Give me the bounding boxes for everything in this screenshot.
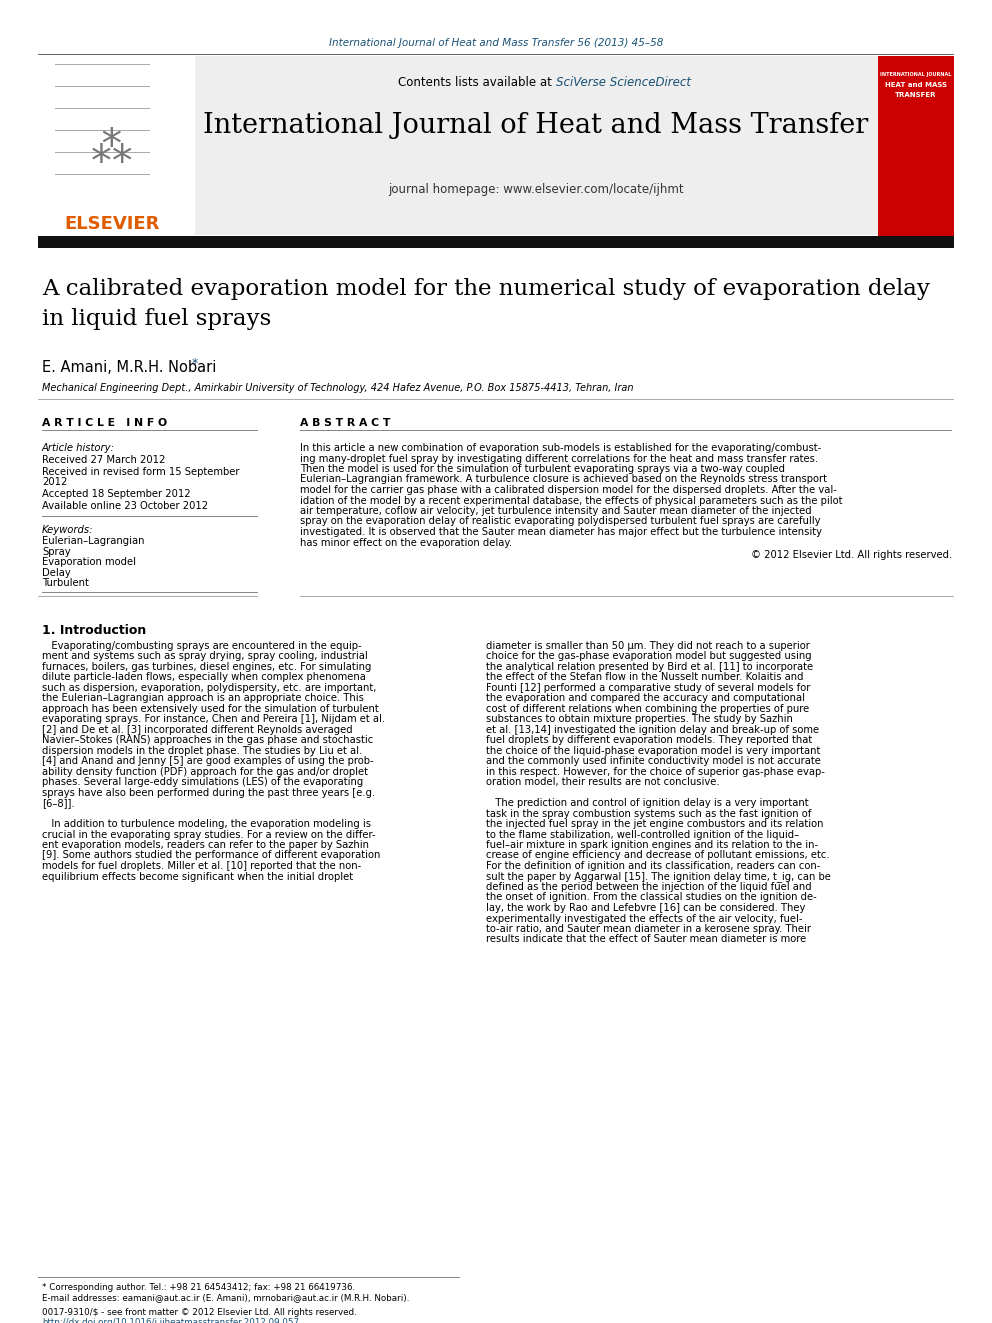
Text: sult the paper by Aggarwal [15]. The ignition delay time, t_ig, can be: sult the paper by Aggarwal [15]. The ign…	[486, 872, 831, 882]
Bar	[878, 56, 954, 235]
Text: Founti [12] performed a comparative study of several models for: Founti [12] performed a comparative stud…	[486, 683, 810, 692]
Text: results indicate that the effect of Sauter mean diameter is more: results indicate that the effect of Saut…	[486, 934, 806, 945]
Text: choice for the gas-phase evaporation model but suggested using: choice for the gas-phase evaporation mod…	[486, 651, 811, 662]
Text: Turbulent: Turbulent	[42, 578, 89, 587]
Bar	[38, 56, 878, 235]
Text: *: *	[192, 357, 198, 370]
Text: task in the spray combustion systems such as the fast ignition of: task in the spray combustion systems suc…	[486, 808, 811, 819]
Text: experimentally investigated the effects of the air velocity, fuel-: experimentally investigated the effects …	[486, 913, 803, 923]
Text: substances to obtain mixture properties. The study by Sazhin: substances to obtain mixture properties.…	[486, 714, 793, 724]
Text: Contents lists available at: Contents lists available at	[399, 75, 556, 89]
Text: and the commonly used infinite conductivity model is not accurate: and the commonly used infinite conductiv…	[486, 755, 820, 766]
Text: evaporating sprays. For instance, Chen and Pereira [1], Nijdam et al.: evaporating sprays. For instance, Chen a…	[42, 714, 385, 724]
Text: ⁂: ⁂	[91, 130, 133, 171]
Text: diameter is smaller than 50 μm. They did not reach to a superior: diameter is smaller than 50 μm. They did…	[486, 640, 809, 651]
Text: For the definition of ignition and its classification, readers can con-: For the definition of ignition and its c…	[486, 861, 820, 871]
Text: dispersion models in the droplet phase. The studies by Liu et al.: dispersion models in the droplet phase. …	[42, 745, 362, 755]
Text: spray on the evaporation delay of realistic evaporating polydispersed turbulent : spray on the evaporation delay of realis…	[300, 516, 820, 527]
Text: the Eulerian–Lagrangian approach is an appropriate choice. This: the Eulerian–Lagrangian approach is an a…	[42, 693, 364, 703]
Text: [4] and Anand and Jenny [5] are good examples of using the prob-: [4] and Anand and Jenny [5] are good exa…	[42, 755, 374, 766]
Text: models for fuel droplets. Miller et al. [10] reported that the non-: models for fuel droplets. Miller et al. …	[42, 861, 361, 871]
Text: the effect of the Stefan flow in the Nusselt number. Kolaitis and: the effect of the Stefan flow in the Nus…	[486, 672, 804, 681]
Text: Spray: Spray	[42, 546, 70, 557]
Text: air temperature, coflow air velocity, jet turbulence intensity and Sauter mean d: air temperature, coflow air velocity, je…	[300, 505, 811, 516]
Text: in this respect. However, for the choice of superior gas-phase evap-: in this respect. However, for the choice…	[486, 766, 825, 777]
Text: approach has been extensively used for the simulation of turbulent: approach has been extensively used for t…	[42, 704, 379, 713]
Text: A calibrated evaporation model for the numerical study of evaporation delay: A calibrated evaporation model for the n…	[42, 278, 930, 300]
Text: oration model, their results are not conclusive.: oration model, their results are not con…	[486, 777, 719, 787]
Text: A R T I C L E   I N F O: A R T I C L E I N F O	[42, 418, 167, 429]
Text: Accepted 18 September 2012: Accepted 18 September 2012	[42, 490, 190, 499]
Text: model for the carrier gas phase with a calibrated dispersion model for the dispe: model for the carrier gas phase with a c…	[300, 486, 837, 495]
Text: such as dispersion, evaporation, polydispersity, etc. are important,: such as dispersion, evaporation, polydis…	[42, 683, 376, 692]
Text: E-mail addresses: eamani@aut.ac.ir (E. Amani), mrnobari@aut.ac.ir (M.R.H. Nobari: E-mail addresses: eamani@aut.ac.ir (E. A…	[42, 1293, 410, 1302]
Text: TRANSFER: TRANSFER	[895, 93, 936, 98]
Text: dilute particle-laden flows, especially when complex phenomena: dilute particle-laden flows, especially …	[42, 672, 366, 681]
Text: In addition to turbulence modeling, the evaporation modeling is: In addition to turbulence modeling, the …	[42, 819, 371, 830]
Text: In this article a new combination of evaporation sub-models is established for t: In this article a new combination of eva…	[300, 443, 821, 452]
Text: phases. Several large-eddy simulations (LES) of the evaporating: phases. Several large-eddy simulations (…	[42, 777, 363, 787]
Text: Evaporation model: Evaporation model	[42, 557, 136, 568]
Text: ent evaporation models, readers can refer to the paper by Sazhin: ent evaporation models, readers can refe…	[42, 840, 369, 849]
Text: investigated. It is observed that the Sauter mean diameter has major effect but : investigated. It is observed that the Sa…	[300, 527, 822, 537]
Text: International Journal of Heat and Mass Transfer: International Journal of Heat and Mass T…	[203, 112, 869, 139]
Text: to-air ratio, and Sauter mean diameter in a kerosene spray. Their: to-air ratio, and Sauter mean diameter i…	[486, 923, 811, 934]
Text: © 2012 Elsevier Ltd. All rights reserved.: © 2012 Elsevier Ltd. All rights reserved…	[751, 550, 952, 560]
Text: Received 27 March 2012: Received 27 March 2012	[42, 455, 166, 464]
Text: journal homepage: www.elsevier.com/locate/ijhmt: journal homepage: www.elsevier.com/locat…	[388, 183, 683, 196]
Bar	[38, 235, 954, 247]
Text: A B S T R A C T: A B S T R A C T	[300, 418, 391, 429]
Text: 2012: 2012	[42, 478, 67, 487]
Text: Mechanical Engineering Dept., Amirkabir University of Technology, 424 Hafez Aven: Mechanical Engineering Dept., Amirkabir …	[42, 382, 634, 393]
Text: * Corresponding author. Tel.: +98 21 64543412; fax: +98 21 66419736.: * Corresponding author. Tel.: +98 21 645…	[42, 1283, 355, 1293]
Text: 1. Introduction: 1. Introduction	[42, 624, 146, 638]
Text: the onset of ignition. From the classical studies on the ignition de-: the onset of ignition. From the classica…	[486, 893, 816, 902]
Text: idation of the model by a recent experimental database, the effects of physical : idation of the model by a recent experim…	[300, 496, 842, 505]
Text: Evaporating/combusting sprays are encountered in the equip-: Evaporating/combusting sprays are encoun…	[42, 640, 362, 651]
Text: ment and systems such as spray drying, spray cooling, industrial: ment and systems such as spray drying, s…	[42, 651, 368, 662]
Text: Eulerian–Lagrangian framework. A turbulence closure is achieved based on the Rey: Eulerian–Lagrangian framework. A turbule…	[300, 475, 827, 484]
Text: http://dx.doi.org/10.1016/j.ijheatmasstransfer.2012.09.057: http://dx.doi.org/10.1016/j.ijheatmasstr…	[42, 1318, 300, 1323]
Text: fuel droplets by different evaporation models. They reported that: fuel droplets by different evaporation m…	[486, 736, 812, 745]
Text: ing many-droplet fuel spray by investigating different correlations for the heat: ing many-droplet fuel spray by investiga…	[300, 454, 818, 463]
Text: to the flame stabilization, well-controlled ignition of the liquid–: to the flame stabilization, well-control…	[486, 830, 800, 840]
Text: Navier–Stokes (RANS) approaches in the gas phase and stochastic: Navier–Stokes (RANS) approaches in the g…	[42, 736, 373, 745]
Text: furnaces, boilers, gas turbines, diesel engines, etc. For simulating: furnaces, boilers, gas turbines, diesel …	[42, 662, 371, 672]
Text: equilibrium effects become significant when the initial droplet: equilibrium effects become significant w…	[42, 872, 353, 881]
Text: [6–8]].: [6–8]].	[42, 798, 74, 808]
Text: the injected fuel spray in the jet engine combustors and its relation: the injected fuel spray in the jet engin…	[486, 819, 823, 830]
Bar	[38, 56, 195, 235]
Text: [9]. Some authors studied the performance of different evaporation: [9]. Some authors studied the performanc…	[42, 851, 380, 860]
Text: Then the model is used for the simulation of turbulent evaporating sprays via a : Then the model is used for the simulatio…	[300, 464, 785, 474]
Text: Article history:: Article history:	[42, 443, 115, 452]
Text: SciVerse ScienceDirect: SciVerse ScienceDirect	[556, 75, 691, 89]
Text: defined as the period between the injection of the liquid fuel and: defined as the period between the inject…	[486, 882, 811, 892]
Text: et al. [13,14] investigated the ignition delay and break-up of some: et al. [13,14] investigated the ignition…	[486, 725, 819, 734]
Text: crucial in the evaporating spray studies. For a review on the differ-: crucial in the evaporating spray studies…	[42, 830, 376, 840]
Text: the analytical relation presented by Bird et al. [11] to incorporate: the analytical relation presented by Bir…	[486, 662, 813, 672]
Text: fuel–air mixture in spark ignition engines and its relation to the in-: fuel–air mixture in spark ignition engin…	[486, 840, 818, 849]
Text: ELSEVIER: ELSEVIER	[64, 216, 160, 233]
Text: the evaporation and compared the accuracy and computational: the evaporation and compared the accurac…	[486, 693, 805, 703]
Text: International Journal of Heat and Mass Transfer 56 (2013) 45–58: International Journal of Heat and Mass T…	[328, 38, 664, 48]
Text: ability density function (PDF) approach for the gas and/or droplet: ability density function (PDF) approach …	[42, 766, 368, 777]
Text: crease of engine efficiency and decrease of pollutant emissions, etc.: crease of engine efficiency and decrease…	[486, 851, 829, 860]
Text: INTERNATIONAL JOURNAL: INTERNATIONAL JOURNAL	[880, 71, 951, 77]
Text: HEAT and MASS: HEAT and MASS	[885, 82, 947, 89]
Text: in liquid fuel sprays: in liquid fuel sprays	[42, 308, 271, 329]
Text: sprays have also been performed during the past three years [e.g.: sprays have also been performed during t…	[42, 787, 375, 798]
Text: E. Amani, M.R.H. Nobari: E. Amani, M.R.H. Nobari	[42, 360, 216, 374]
Text: Eulerian–Lagrangian: Eulerian–Lagrangian	[42, 536, 145, 546]
Text: cost of different relations when combining the properties of pure: cost of different relations when combini…	[486, 704, 809, 713]
Text: Delay: Delay	[42, 568, 70, 578]
Text: [2] and De et al. [3] incorporated different Reynolds averaged: [2] and De et al. [3] incorporated diffe…	[42, 725, 352, 734]
Text: The prediction and control of ignition delay is a very important: The prediction and control of ignition d…	[486, 798, 808, 808]
Text: Available online 23 October 2012: Available online 23 October 2012	[42, 501, 208, 511]
Text: lay, the work by Rao and Lefebvre [16] can be considered. They: lay, the work by Rao and Lefebvre [16] c…	[486, 904, 806, 913]
Text: Keywords:: Keywords:	[42, 525, 93, 534]
Text: the choice of the liquid-phase evaporation model is very important: the choice of the liquid-phase evaporati…	[486, 745, 820, 755]
Text: has minor effect on the evaporation delay.: has minor effect on the evaporation dela…	[300, 537, 512, 548]
Text: 0017-9310/$ - see front matter © 2012 Elsevier Ltd. All rights reserved.: 0017-9310/$ - see front matter © 2012 El…	[42, 1308, 357, 1316]
Text: Received in revised form 15 September: Received in revised form 15 September	[42, 467, 239, 478]
